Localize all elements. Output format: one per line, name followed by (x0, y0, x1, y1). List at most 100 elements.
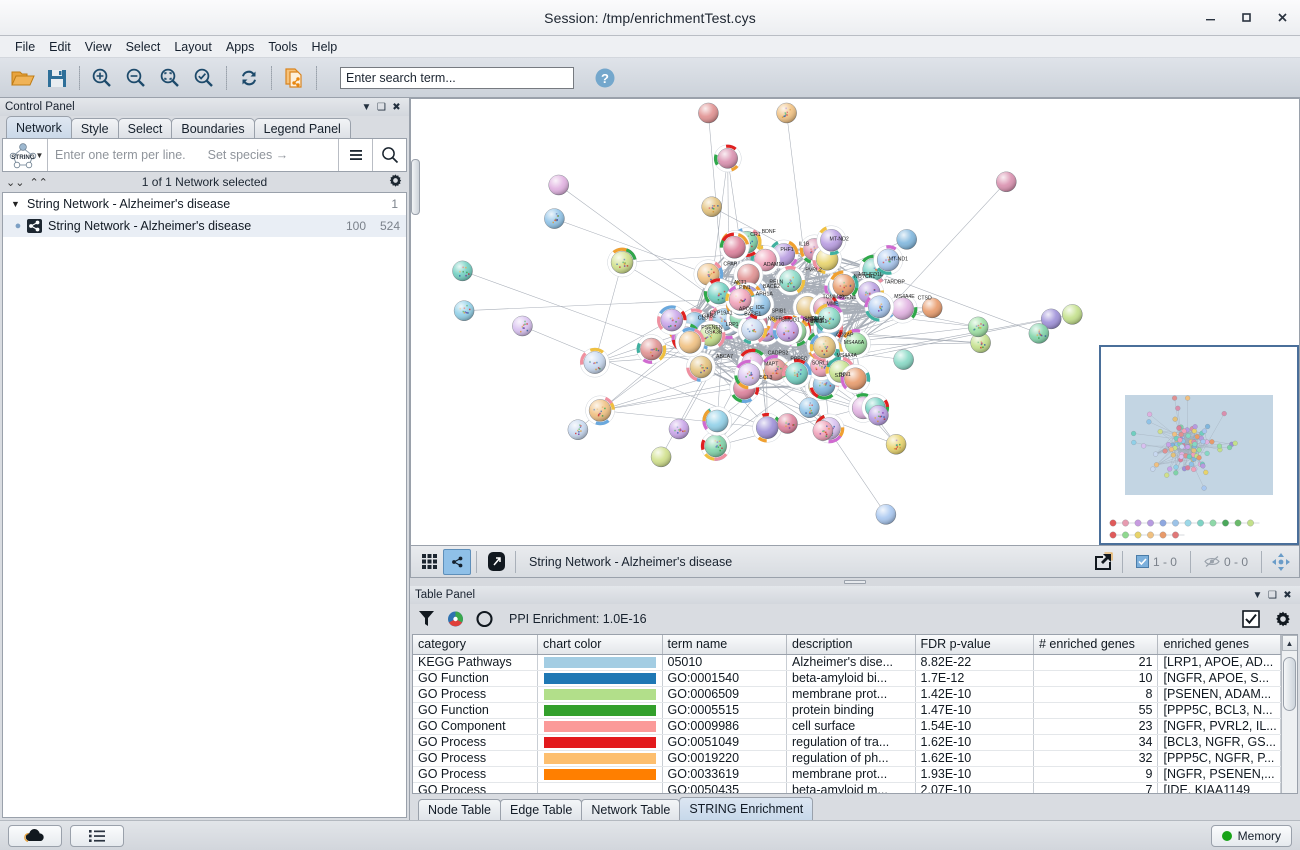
panel-splitter[interactable] (410, 578, 1300, 586)
export-network-icon[interactable] (277, 61, 311, 95)
svg-text:BACE1: BACE1 (744, 311, 761, 317)
scroll-up-icon[interactable]: ▲ (1281, 635, 1297, 651)
set-species-link[interactable]: Set species → (207, 148, 289, 162)
open-folder-icon[interactable] (6, 61, 40, 95)
hidden-nodes-counter[interactable]: 0 - 0 (1196, 555, 1256, 569)
column-header-term-name[interactable]: term name (662, 635, 787, 655)
task-list-icon[interactable] (70, 824, 124, 847)
settings-gear-icon[interactable] (1274, 610, 1292, 628)
table-panel-dropdown-icon[interactable]: ▼ (1252, 589, 1263, 601)
tab-network[interactable]: Network (6, 116, 72, 138)
tab-edge-table[interactable]: Edge Table (500, 799, 583, 820)
memory-button[interactable]: Memory (1210, 824, 1292, 847)
minimize-icon[interactable] (1192, 0, 1228, 35)
ppi-enrichment-label: PPI Enrichment: 1.0E-16 (509, 612, 647, 626)
color-palette-icon[interactable] (447, 610, 464, 628)
expand-all-icon[interactable]: ⌃⌃ (29, 176, 48, 189)
maximize-icon[interactable] (1228, 0, 1264, 35)
refresh-icon[interactable] (232, 61, 266, 95)
cloud-icon[interactable] (8, 824, 62, 847)
table-panel-close-icon[interactable]: ✖ (1283, 589, 1292, 601)
tab-network-table[interactable]: Network Table (581, 799, 681, 820)
menu-select[interactable]: Select (125, 39, 161, 54)
string-term-input[interactable]: Enter one term per line. Set species → (47, 139, 338, 171)
tab-node-table[interactable]: Node Table (418, 799, 502, 820)
svg-text:NGFR: NGFR (768, 317, 783, 323)
grid-view-icon[interactable] (415, 549, 443, 575)
network-view-icon[interactable] (443, 548, 471, 575)
table-row[interactable]: KEGG Pathways 05010 Alzheimer's dise... 8.8… (413, 654, 1281, 671)
selected-nodes-counter[interactable]: 1 - 0 (1128, 555, 1185, 569)
svg-text:STRING: STRING (11, 154, 35, 161)
chevron-down-icon[interactable]: ▼ (11, 199, 20, 209)
tab-boundaries[interactable]: Boundaries (171, 118, 255, 138)
menu-apps[interactable]: Apps (225, 39, 255, 54)
column-header-description[interactable]: description (786, 635, 916, 655)
table-row[interactable]: GO Process GO:0006509 membrane prot... 1.42… (413, 686, 1281, 703)
search-icon[interactable] (372, 139, 406, 171)
scrollbar-thumb[interactable] (1283, 657, 1296, 711)
zoom-selected-icon[interactable] (187, 61, 221, 95)
table-bottom-tabs: Node Table Edge Table Network Table STRI… (410, 794, 1300, 820)
control-panel-float-icon[interactable]: ❑ (377, 101, 386, 113)
column-header-category[interactable]: category (413, 635, 538, 655)
menu-tools[interactable]: Tools (268, 39, 298, 54)
donut-chart-icon[interactable] (476, 610, 493, 628)
menu-view[interactable]: View (84, 39, 112, 54)
string-logo-icon[interactable]: STRING ▼ (3, 139, 47, 171)
tab-style[interactable]: Style (70, 118, 119, 138)
table-vertical-scrollbar[interactable]: ▲ (1281, 635, 1297, 793)
tree-child-row[interactable]: ● String Network - Alzheimer's disease 1… (3, 215, 406, 237)
tab-legend-panel[interactable]: Legend Panel (253, 118, 351, 138)
detach-view-icon[interactable] (482, 549, 510, 575)
tab-string-enrichment[interactable]: STRING Enrichment (679, 797, 814, 820)
help-icon[interactable]: ? (588, 61, 622, 95)
cell-description: beta-amyloid bi... (786, 670, 916, 687)
tab-select[interactable]: Select (117, 118, 173, 138)
settings-gear-icon[interactable] (388, 173, 403, 191)
control-panel-dropdown-icon[interactable]: ▼ (361, 101, 372, 113)
menu-file[interactable]: File (15, 39, 36, 54)
zoom-in-icon[interactable] (85, 61, 119, 95)
fit-content-icon[interactable] (1267, 549, 1295, 575)
save-icon[interactable] (40, 61, 74, 95)
table-row[interactable]: GO Process GO:0033619 membrane prot... 1.93… (413, 766, 1281, 783)
search-input[interactable]: Enter search term... (340, 66, 574, 89)
menu-edit[interactable]: Edit (49, 39, 71, 54)
zoom-out-icon[interactable] (119, 61, 153, 95)
cell-term-name: GO:0005515 (662, 702, 787, 719)
network-view-canvas[interactable]: MT-ND2 MT-ND1 VSNL1 GAB2 PIN1 IL1B CLU MME BCL3 C… (410, 98, 1300, 546)
table-row[interactable]: GO Function GO:0001540 beta-amyloid bi... 1… (413, 670, 1281, 687)
svg-text:MT-ND1: MT-ND1 (889, 257, 908, 263)
export-image-icon[interactable] (1089, 549, 1117, 575)
birds-eye-navigator[interactable] (1099, 345, 1299, 545)
menu-help[interactable]: Help (311, 39, 338, 54)
control-panel-close-icon[interactable]: ✖ (392, 101, 401, 113)
table-row[interactable]: GO Function GO:0005515 protein binding 1.47… (413, 702, 1281, 719)
table-row[interactable]: GO Component GO:0009986 cell surface 1.54E-… (413, 718, 1281, 735)
table-panel-float-icon[interactable]: ❑ (1268, 589, 1277, 601)
string-dropdown-caret-icon[interactable]: ▼ (35, 150, 44, 160)
table-row[interactable]: GO Process GO:0051049 regulation of tra...… (413, 734, 1281, 751)
table-row[interactable]: GO Process GO:0019220 regulation of ph... 1… (413, 750, 1281, 767)
column-header-fdr-pvalue[interactable]: FDR p-value (915, 635, 1034, 655)
cell-enriched-count: 21 (1033, 654, 1159, 671)
close-icon[interactable] (1264, 0, 1300, 35)
network-view-toolbar: String Network - Alzheimer's disease (410, 546, 1300, 578)
table-row[interactable]: GO Process GO:0050435 beta-amyloid m... 2.0… (413, 782, 1281, 793)
menu-layout[interactable]: Layout (174, 39, 212, 54)
network-graph[interactable]: MT-ND2 MT-ND1 VSNL1 GAB2 PIN1 IL1B CLU MME BCL3 C… (411, 99, 1299, 545)
column-header-chart-color[interactable]: chart color (537, 635, 663, 655)
network-vertical-scrollbar[interactable] (411, 159, 420, 215)
hamburger-icon[interactable] (338, 139, 372, 171)
cell-enriched-count: 34 (1033, 734, 1159, 751)
svg-text:RELN: RELN (769, 280, 783, 286)
filter-icon[interactable] (418, 610, 435, 628)
column-header-enriched-genes[interactable]: enriched genes (1157, 635, 1281, 655)
select-all-checkbox-icon[interactable] (1242, 610, 1260, 628)
collapse-all-icon[interactable]: ⌄⌄ (6, 176, 25, 189)
zoom-fit-icon[interactable] (153, 61, 187, 95)
cell-enriched-genes: [NGFR, APOE, S... (1157, 670, 1281, 687)
column-header-enriched-count[interactable]: # enriched genes (1033, 635, 1159, 655)
tree-root-row[interactable]: ▼ String Network - Alzheimer's disease 1 (3, 193, 406, 215)
